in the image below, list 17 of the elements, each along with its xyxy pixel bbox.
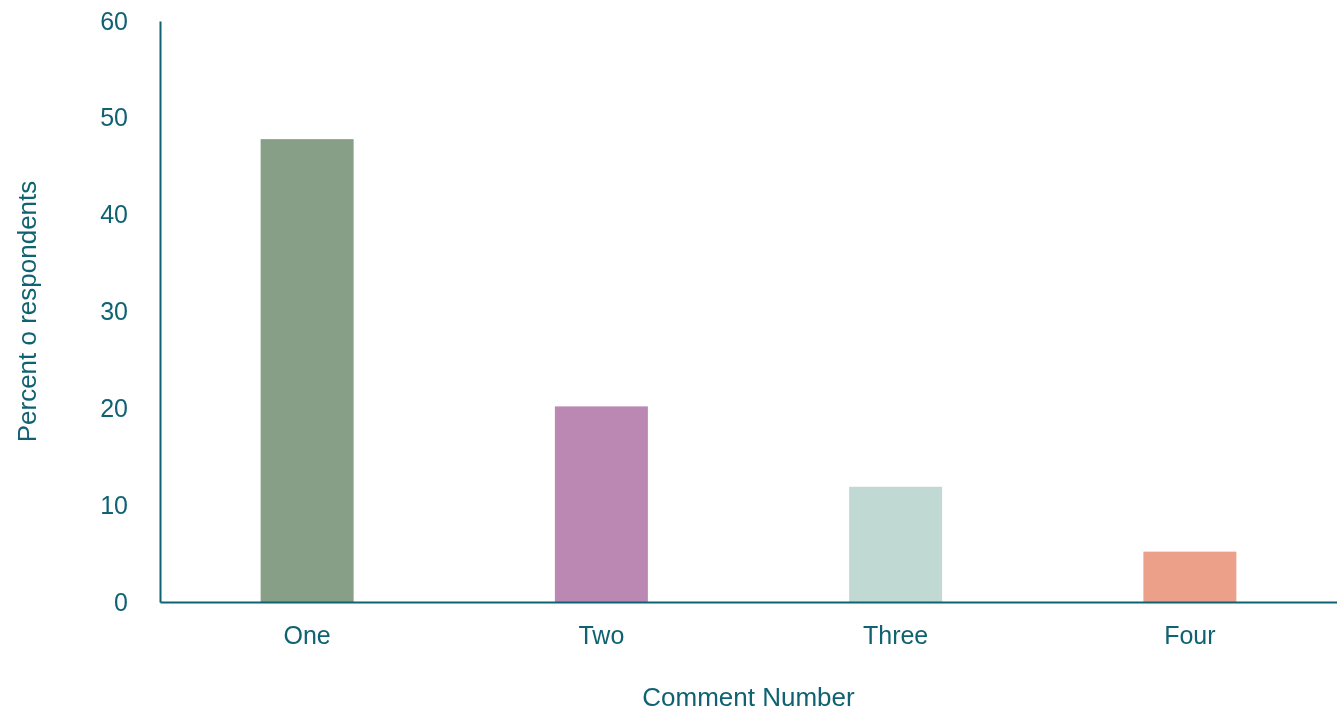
x-tick-label: Two [578,620,625,649]
y-tick-label: 0 [114,587,128,616]
y-axis-title: Percent o respondents [12,180,42,443]
y-tick-label: 60 [100,6,128,35]
y-tick-label: 20 [100,393,128,422]
x-tick-label: One [283,620,331,649]
x-axis-title: Comment Number [642,682,856,711]
y-tick-label: 50 [100,103,128,132]
y-tick-label: 10 [100,490,128,519]
y-tick-label: 40 [100,200,128,229]
x-tick-label: Three [862,620,929,649]
x-tick-label: Four [1164,620,1216,649]
bar [1143,551,1237,602]
bar [260,139,354,602]
bar [554,406,648,602]
y-tick-label: 30 [100,297,128,325]
bar [849,486,943,602]
